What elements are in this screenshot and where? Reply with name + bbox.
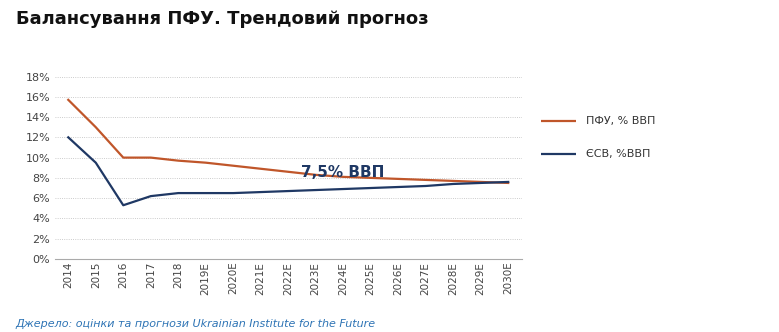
Text: ПФУ, % ВВП: ПФУ, % ВВП bbox=[586, 116, 655, 126]
Text: ЄСВ, %ВВП: ЄСВ, %ВВП bbox=[586, 149, 650, 159]
Text: 7,5% ВВП: 7,5% ВВП bbox=[301, 165, 385, 180]
Text: Балансування ПФУ. Трендовий прогноз: Балансування ПФУ. Трендовий прогноз bbox=[16, 10, 428, 28]
Text: Джерело: оцінки та прогнози Ukrainian Institute for the Future: Джерело: оцінки та прогнози Ukrainian In… bbox=[16, 319, 375, 329]
